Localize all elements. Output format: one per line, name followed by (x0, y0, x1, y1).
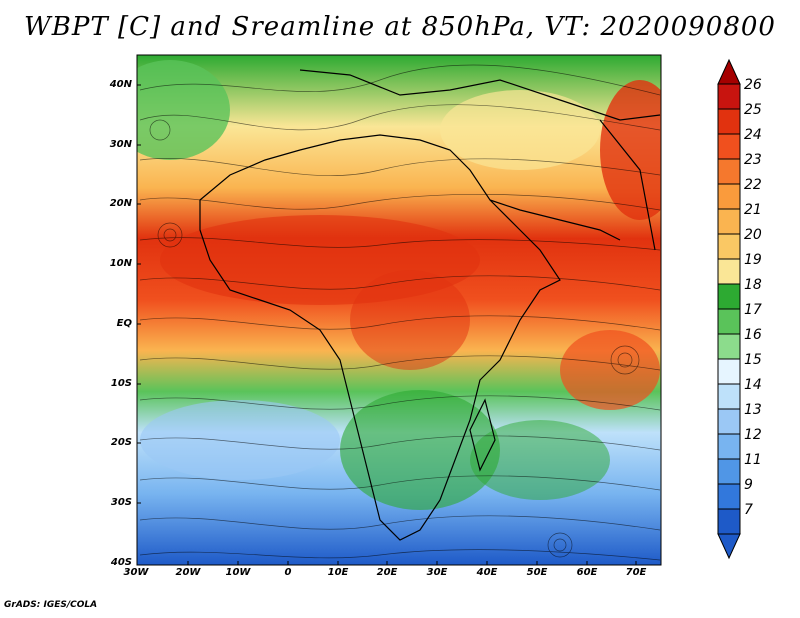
lat-label: 30S (110, 497, 132, 508)
colorbar-swatch (717, 358, 741, 385)
lon-label: 30E (426, 567, 448, 578)
colorbar-swatch (717, 283, 741, 310)
colorbar-swatch (717, 383, 741, 410)
colorbar-swatch (717, 158, 741, 185)
axis-ticks (137, 84, 637, 565)
colorbar-swatch (717, 508, 741, 535)
colorbar-label: 19 (744, 252, 762, 268)
lat-label: 40S (110, 557, 132, 568)
lon-label: 60E (576, 567, 598, 578)
colorbar-label: 23 (744, 152, 762, 168)
map-frame (136, 54, 662, 566)
lon-label: 10W (225, 567, 251, 578)
map-field (137, 55, 661, 565)
lat-label: EQ (116, 318, 132, 329)
colorbar-swatch (717, 258, 741, 285)
colorbar-label: 9 (744, 477, 753, 493)
colorbar-swatch (717, 483, 741, 510)
lon-label: 10E (327, 567, 349, 578)
colorbar-swatch (717, 233, 741, 260)
colorbar-label: 25 (744, 102, 762, 118)
lat-label: 10S (110, 378, 132, 389)
colorbar-swatch (717, 183, 741, 210)
colorbar-label: 16 (744, 327, 762, 343)
colorbar-label: 14 (744, 377, 762, 393)
colorbar-label: 17 (744, 302, 762, 318)
colorbar-swatch (717, 83, 741, 110)
colorbar-label: 26 (744, 77, 762, 93)
colorbar-label: 20 (744, 227, 762, 243)
colorbar-swatch (717, 308, 741, 335)
streamlines (139, 64, 661, 561)
colorbar-swatch (717, 408, 741, 435)
colorbar-label: 21 (744, 202, 762, 218)
lat-label: 40N (109, 79, 132, 90)
lon-label: 40E (476, 567, 498, 578)
lon-label: 0 (284, 567, 292, 578)
lon-label: 50E (526, 567, 548, 578)
colorbar (717, 58, 741, 560)
colorbar-label: 24 (744, 127, 762, 143)
colorbar-label: 22 (744, 177, 762, 193)
grads-credit: GrADS: IGES/COLA (4, 600, 98, 610)
colorbar-bottom-arrow (717, 533, 741, 560)
coastlines (199, 69, 661, 541)
colorbar-label: 11 (744, 452, 762, 468)
colorbar-swatch (717, 108, 741, 135)
lon-label: 20W (175, 567, 201, 578)
colorbar-swatch (717, 433, 741, 460)
lat-label: 20N (109, 198, 132, 209)
colorbar-top-arrow (717, 58, 741, 85)
colorbar-swatch (717, 458, 741, 485)
colorbar-label: 18 (744, 277, 762, 293)
colorbar-label: 12 (744, 427, 762, 443)
lon-label: 30W (123, 567, 149, 578)
lon-label: 20E (376, 567, 398, 578)
lon-label: 70E (625, 567, 647, 578)
colorbar-swatch (717, 333, 741, 360)
map-title: WBPT [C] and Sreamline at 850hPa, VT: 20… (24, 12, 776, 42)
lat-label: 30N (109, 139, 132, 150)
colorbar-swatch (717, 208, 741, 235)
colorbar-label: 13 (744, 402, 762, 418)
colorbar-label: 7 (744, 502, 753, 518)
lat-label: 10N (109, 258, 132, 269)
lat-label: 20S (110, 437, 132, 448)
colorbar-swatch (717, 133, 741, 160)
colorbar-label: 15 (744, 352, 762, 368)
